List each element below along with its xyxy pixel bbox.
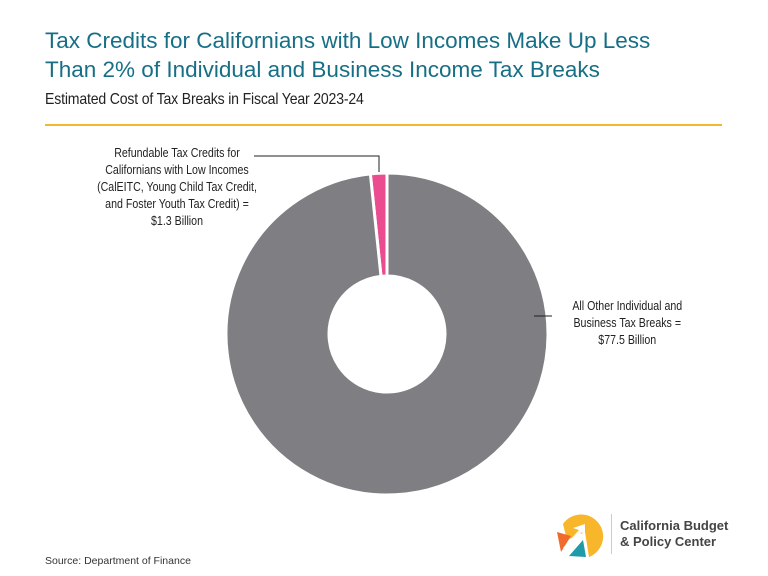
label-line: $77.5 Billion — [598, 333, 657, 347]
title-divider — [45, 124, 722, 126]
cbpc-logo-icon — [557, 514, 604, 557]
title-line-1: Tax Credits for Californians with Low In… — [45, 28, 651, 53]
label-line: Business Tax Breaks = — [573, 316, 682, 330]
label-line: $1.3 Billion — [151, 214, 203, 228]
chart-title: Tax Credits for Californians with Low In… — [45, 26, 745, 84]
leader-line-credits — [254, 155, 380, 172]
slice-label-credits: Refundable Tax Credits for Californians … — [79, 145, 275, 230]
label-line: Californians with Low Incomes — [105, 163, 249, 177]
logo-text: California Budget & Policy Center — [620, 518, 728, 550]
label-line: All Other Individual and — [572, 299, 683, 313]
label-line: Refundable Tax Credits for — [114, 146, 240, 160]
logo-divider — [611, 514, 612, 554]
logo-line-2: & Policy Center — [620, 534, 717, 549]
label-line: and Foster Youth Tax Credit) = — [105, 197, 249, 211]
title-line-2: Than 2% of Individual and Business Incom… — [45, 57, 600, 82]
slice-label-other: All Other Individual and Business Tax Br… — [555, 298, 700, 349]
donut-slice-1 — [224, 171, 550, 497]
chart-subtitle: Estimated Cost of Tax Breaks in Fiscal Y… — [45, 91, 364, 108]
label-line: (CalEITC, Young Child Tax Credit, — [97, 180, 257, 194]
source-note: Source: Department of Finance — [45, 555, 191, 567]
logo-line-1: California Budget — [620, 518, 729, 533]
